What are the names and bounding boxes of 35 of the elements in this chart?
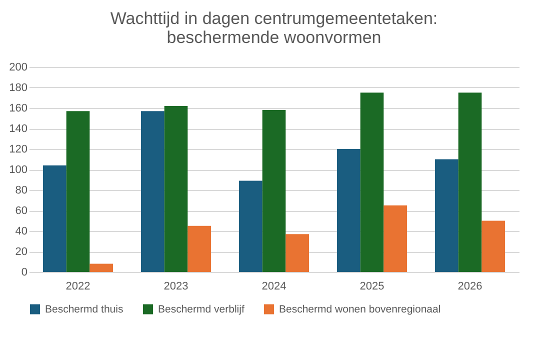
x-tick-label: 2023: [164, 280, 188, 292]
bar: [262, 110, 286, 272]
bar: [360, 92, 384, 272]
bar: [164, 106, 188, 272]
chart-title: Wachttijd in dagen centrumgemeentetaken: beschermende woonvormen: [110, 9, 438, 47]
legend-label: Beschermd verblijf: [158, 303, 244, 316]
bar: [43, 165, 66, 272]
y-tick-label: 180: [9, 82, 28, 94]
bar: [66, 111, 90, 272]
bar: [90, 264, 113, 272]
x-tick-label: 2025: [360, 280, 384, 292]
y-tick-label: 140: [9, 123, 28, 135]
legend-label: Beschermd wonen bovenregionaal: [279, 303, 441, 316]
bar: [337, 149, 360, 272]
bar: [458, 92, 482, 272]
x-tick-label: 2024: [262, 280, 286, 292]
legend-label: Beschermd thuis: [45, 303, 124, 316]
bar: [141, 111, 164, 272]
bar: [435, 159, 458, 272]
y-tick-label: 20: [15, 246, 28, 258]
y-tick-label: 160: [9, 102, 28, 114]
bar: [188, 226, 211, 272]
y-tick-label: 0: [21, 266, 28, 278]
bar: [286, 234, 309, 272]
x-tick-label: 2026: [458, 280, 482, 292]
y-tick-label: 120: [9, 144, 28, 156]
y-tick-label: 80: [15, 184, 28, 196]
x-tick-label: 2022: [66, 280, 90, 292]
y-tick-label: 100: [9, 164, 28, 176]
y-tick-label: 200: [9, 62, 28, 74]
y-tick-label: 40: [15, 226, 28, 238]
y-tick-label: 60: [15, 205, 28, 217]
bar: [384, 205, 407, 272]
bar: [482, 220, 505, 272]
bar: [239, 180, 262, 272]
